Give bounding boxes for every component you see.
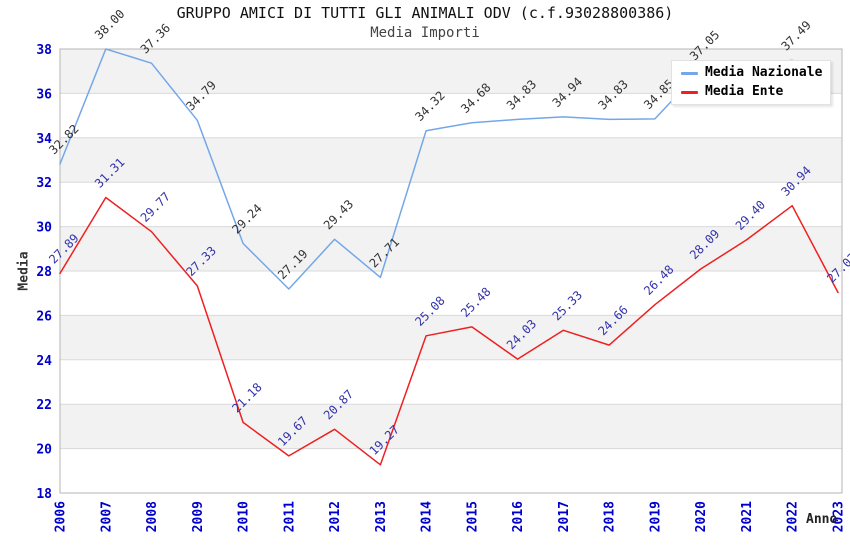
x-tick-label: 2016 [511, 501, 526, 532]
y-tick-label: 34 [36, 132, 52, 147]
x-tick-label: 2013 [374, 501, 389, 532]
x-tick-label: 2009 [191, 501, 206, 532]
x-axis-title: Anno [806, 512, 838, 527]
legend-item-media-ente: Media Ente [681, 85, 821, 99]
plot-band [60, 226, 842, 271]
x-tick-label: 2008 [145, 501, 160, 532]
media-nazionale-line-swatch-icon [681, 71, 698, 75]
x-tick-label: 2011 [282, 501, 297, 532]
data-label: 37.49 [778, 18, 813, 53]
x-tick-label: 2023 [832, 501, 847, 532]
x-tick-label: 2007 [99, 501, 114, 532]
y-tick-label: 22 [36, 398, 52, 413]
x-tick-label: 2022 [786, 501, 801, 532]
legend-label: Media Ente [705, 84, 784, 99]
x-tick-label: 2014 [420, 501, 435, 532]
plot-border [59, 48, 843, 494]
data-label: 38.00 [92, 7, 127, 42]
series-line-media-nazionale [59, 48, 793, 290]
legend-label: Media Nazionale [705, 65, 823, 80]
plot-band [60, 359, 842, 405]
plot-band [60, 404, 842, 449]
y-tick-label: 38 [36, 43, 52, 58]
y-axis-title: Media [16, 251, 32, 291]
y-tick-label: 24 [36, 354, 52, 369]
x-tick-label: 2012 [328, 501, 343, 532]
y-tick-label: 18 [36, 487, 52, 502]
chart-subtitle: Media Importi [370, 25, 480, 41]
plot-band [60, 271, 842, 316]
legend: Media Nazionale Media Ente [671, 60, 831, 105]
x-tick-label: 2021 [740, 501, 755, 532]
media-ente-line-swatch-icon [681, 90, 698, 94]
x-tick-label: 2020 [694, 501, 709, 532]
y-tick-label: 30 [36, 221, 52, 236]
y-tick-label: 36 [36, 87, 52, 102]
y-tick-label: 28 [36, 265, 52, 280]
x-tick-label: 2010 [237, 501, 252, 532]
plot-band [60, 182, 842, 227]
legend-item-media-nazionale: Media Nazionale [681, 65, 823, 80]
y-tick-label: 26 [36, 309, 52, 324]
plot-band [60, 137, 842, 183]
x-tick-label: 2015 [465, 501, 480, 532]
x-tick-label: 2019 [648, 501, 663, 532]
x-tick-label: 2006 [54, 501, 69, 532]
plot-band [60, 315, 842, 360]
y-tick-label: 20 [36, 443, 52, 458]
chart-title: GRUPPO AMICI DI TUTTI GLI ANIMALI ODV (c… [176, 4, 674, 22]
plot-band [60, 448, 842, 493]
y-tick-label: 32 [36, 176, 52, 191]
x-tick-label: 2018 [603, 501, 618, 532]
x-tick-label: 2017 [557, 501, 572, 532]
series-line-media-ente [59, 196, 839, 466]
